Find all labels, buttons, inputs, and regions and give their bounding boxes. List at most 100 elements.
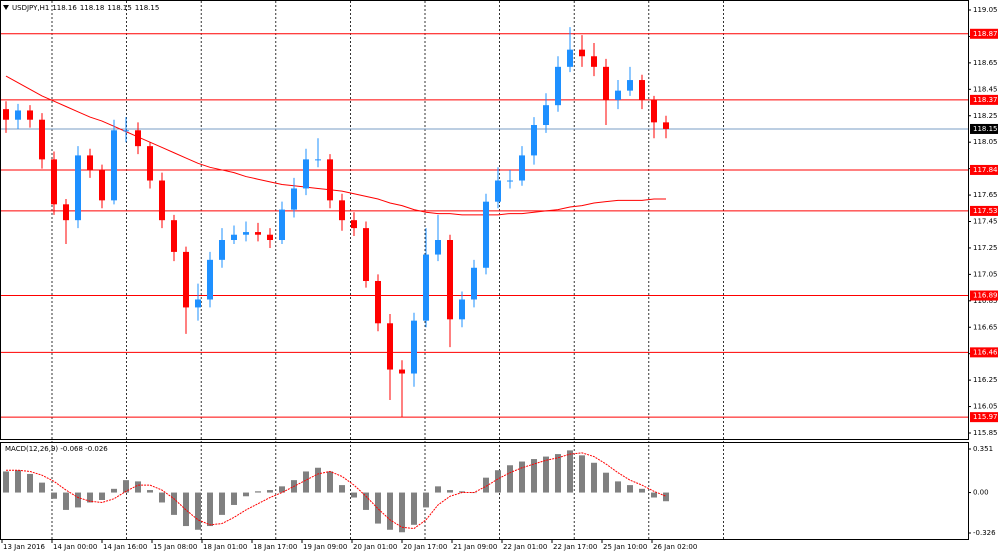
candle-body: [147, 146, 153, 181]
candle-body: [555, 66, 561, 106]
macd-histogram-bar: [435, 486, 441, 493]
x-tick-label: 18 Jan 17:00: [253, 543, 297, 551]
moving-average: [5, 75, 666, 216]
y-tick-label: 117.05: [973, 270, 998, 278]
macd-histogram-bar: [255, 491, 261, 493]
current-price-label: 118.15: [973, 125, 998, 133]
candle-body: [51, 159, 57, 205]
macd-histogram-bar: [579, 455, 585, 493]
level-label: 115.97: [973, 413, 998, 421]
y-tick-label: 118.05: [973, 138, 998, 146]
level-label-bg: [970, 205, 998, 216]
x-tick-label: 25 Jan 10:00: [603, 543, 647, 551]
macd-histogram-bar: [651, 492, 657, 498]
candle-body: [87, 155, 93, 170]
candle-body: [243, 232, 249, 235]
macd-histogram-bar: [75, 492, 81, 508]
candle-body: [483, 201, 489, 268]
macd-histogram-bar: [267, 490, 273, 493]
candle-body: [399, 369, 405, 374]
x-tick-label: 22 Jan 01:00: [503, 543, 547, 551]
macd-histogram-bar: [339, 485, 345, 493]
x-tick-label: 26 Jan 02:00: [653, 543, 697, 551]
macd-histogram-bar: [327, 471, 333, 493]
x-tick-label: 15 Jan 08:00: [153, 543, 197, 551]
level-label: 117.84: [973, 166, 998, 174]
menu-triangle: [3, 5, 9, 10]
macd-y-tick-label: 0.351: [973, 445, 993, 453]
header-value: 118.15: [107, 4, 132, 12]
candle-body: [435, 240, 441, 255]
macd-signal: [6, 452, 667, 530]
candle-body: [27, 110, 33, 120]
macd-histogram-bar: [627, 485, 633, 493]
macd-histogram-bar: [231, 492, 237, 505]
level-label: 117.53: [973, 207, 998, 215]
macd-histogram-bar: [555, 454, 561, 493]
macd-histogram-bar: [279, 486, 285, 493]
candle-body: [291, 188, 297, 210]
macd-histogram-bar: [387, 492, 393, 530]
candle-body: [207, 259, 213, 300]
macd-histogram-bar: [567, 450, 573, 493]
header-value: 118.16: [52, 4, 77, 12]
macd-title: MACD(12,26,9) -0.068 -0.026: [5, 445, 108, 453]
macd-histogram-bar: [663, 492, 669, 502]
candle-body: [519, 155, 525, 181]
candle-body: [183, 251, 189, 308]
macd-histogram-bar: [543, 456, 549, 493]
candle-body: [531, 125, 537, 156]
macd-histogram-bar: [351, 492, 357, 498]
macd-histogram-bar: [87, 492, 93, 503]
macd-y-tick-label: 0.00: [973, 489, 989, 497]
level-label: 118.37: [973, 96, 998, 104]
candle-body: [507, 180, 513, 182]
candle-body: [615, 90, 621, 100]
y-tick-label: 118.25: [973, 112, 998, 120]
x-tick-label: 20 Jan 17:00: [403, 543, 447, 551]
header-value: 118.15: [135, 4, 160, 12]
candle-body: [459, 299, 465, 320]
macd-histogram-bar: [591, 462, 597, 493]
macd-histogram-bar: [99, 492, 105, 500]
x-tick-label: 14 Jan 16:00: [103, 543, 147, 551]
candle-body: [639, 80, 645, 100]
candle-body: [663, 122, 669, 129]
candle-body: [627, 80, 633, 91]
macd-histogram-bar: [495, 470, 501, 493]
chart-title: USDJPY,H1: [12, 4, 49, 12]
macd-y-tick-label: -0.326: [973, 529, 996, 537]
level-label-bg: [970, 94, 998, 105]
macd-histogram-bar: [147, 490, 153, 493]
candle-body: [495, 180, 501, 202]
y-tick-label: 116.65: [973, 323, 998, 331]
candle-body: [579, 49, 585, 57]
macd-histogram-bar: [159, 492, 165, 503]
candle-body: [327, 159, 333, 201]
macd-histogram-bar: [615, 481, 621, 493]
macd-histogram-bar: [603, 472, 609, 493]
candle-body: [159, 180, 165, 221]
y-tick-label: 117.25: [973, 244, 998, 252]
macd-histogram-bar: [375, 492, 381, 524]
level-label-bg: [970, 290, 998, 301]
macd-histogram-bar: [459, 491, 465, 493]
macd-histogram-bar: [63, 492, 69, 510]
macd-histogram-bar: [195, 492, 201, 530]
macd-histogram-bar: [15, 470, 21, 493]
candle-body: [543, 105, 549, 126]
x-tick-label: 13 Jan 2016: [3, 543, 46, 551]
macd-histogram-bar: [447, 490, 453, 493]
candle-body: [603, 66, 609, 100]
x-tick-label: 21 Jan 09:00: [453, 543, 497, 551]
level-label: 118.87: [973, 30, 998, 38]
macd-histogram-bar: [399, 492, 405, 533]
level-label: 116.46: [973, 348, 998, 356]
macd-histogram-bar: [39, 482, 45, 493]
macd-histogram-bar: [3, 471, 9, 493]
macd-histogram-bar: [51, 492, 57, 499]
candle-body: [567, 49, 573, 67]
macd-histogram-bar: [111, 488, 117, 493]
y-tick-label: 118.45: [973, 85, 998, 93]
